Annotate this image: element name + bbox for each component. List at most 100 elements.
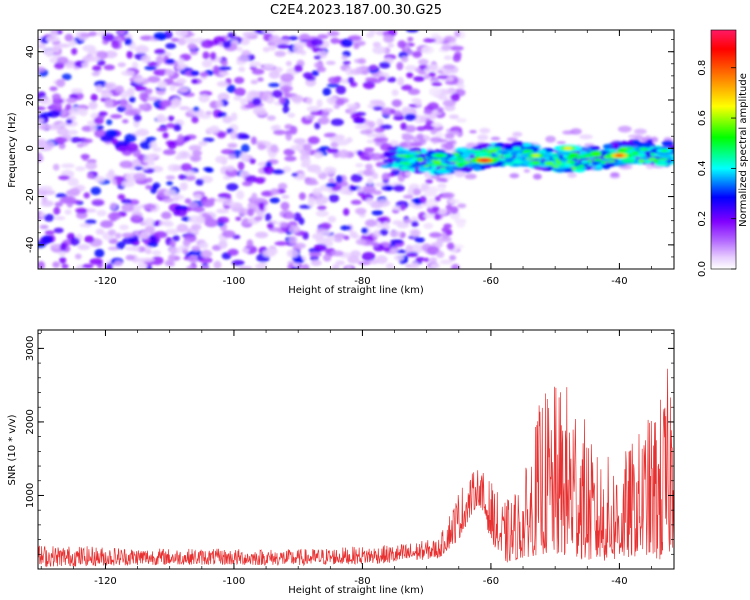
- spectrogram-cell: [522, 143, 532, 147]
- spectrogram-cell: [365, 163, 373, 170]
- spectrogram-cell: [601, 158, 613, 162]
- spectrogram-peak: [615, 153, 624, 158]
- spectrogram-cell: [330, 250, 344, 257]
- spectrogram-cell: [365, 219, 377, 227]
- spectrogram-cell: [261, 30, 276, 33]
- spectrogram-cell: [198, 140, 208, 146]
- spectrogram-cell: [490, 136, 501, 141]
- spectrogram-cell: [103, 64, 116, 71]
- spectrogram-cell: [392, 205, 401, 211]
- spectrogram-cell: [376, 199, 391, 207]
- spectrogram-cell: [291, 172, 298, 177]
- spectrogram-cell: [186, 175, 197, 181]
- spectrogram-cell: [301, 158, 312, 166]
- spectrogram-cell: [169, 240, 176, 247]
- spectrogram-cell: [425, 161, 434, 165]
- colorbar-tick-label: 0.6: [697, 110, 708, 126]
- spectrogram-cell: [311, 70, 320, 77]
- x-tick-label: -40: [611, 576, 627, 587]
- spectrogram-cell: [141, 155, 155, 164]
- spectrogram-cell: [39, 112, 54, 118]
- spectrogram-cell: [451, 263, 460, 269]
- spectrogram-cell: [442, 192, 455, 199]
- spectrogram-cell: [319, 146, 331, 151]
- spectrogram-cell: [452, 54, 461, 63]
- spectrogram-cell: [74, 253, 82, 260]
- spectrogram-cell: [446, 75, 454, 82]
- spectrogram-cell: [441, 44, 452, 51]
- spectrogram-cell: [556, 160, 562, 165]
- spectrogram-cell: [393, 116, 405, 121]
- spectrogram-cell: [449, 45, 464, 51]
- spectrogram-cell: [242, 181, 253, 187]
- spectrogram-cell: [270, 144, 279, 153]
- spectrogram-cell: [38, 118, 45, 123]
- spectrogram-cell: [523, 169, 531, 173]
- spectrogram-cell: [152, 147, 162, 152]
- spectrogram-cell: [578, 164, 585, 168]
- spectrogram-cell: [404, 65, 417, 71]
- x-tick-label: -40: [611, 276, 627, 287]
- spectrogram-cell: [213, 65, 220, 74]
- spectrogram-cell: [102, 33, 115, 42]
- spectrogram-cell: [209, 52, 217, 61]
- spectrogram-cell: [206, 126, 220, 134]
- spectrogram-cell: [397, 40, 407, 49]
- spectrogram-cell: [390, 239, 404, 244]
- spectrogram-cell: [215, 155, 228, 164]
- spectrogram-cell: [286, 249, 299, 258]
- spectrogram-cell: [350, 199, 362, 205]
- spectrogram-cell: [50, 30, 58, 37]
- spectrogram-cell: [47, 124, 61, 131]
- spectrogram-cell: [255, 263, 265, 269]
- spectrogram-cell: [88, 101, 98, 110]
- spectrogram-cell: [178, 58, 185, 66]
- spectrogram-cell: [346, 103, 359, 108]
- spectrogram-cell: [336, 139, 350, 146]
- spectrogram-cell: [162, 132, 169, 139]
- spectrogram-cell: [280, 73, 294, 82]
- spectrogram-cell: [335, 175, 343, 184]
- spectrogram-cell: [472, 165, 482, 171]
- spectrogram-cell: [230, 112, 238, 121]
- spectrogram-cell: [191, 245, 201, 252]
- spectrogram-cell: [278, 96, 286, 105]
- spectrogram-cell: [450, 159, 458, 162]
- spectrogram-cell: [347, 76, 355, 84]
- spectrogram-cell: [94, 175, 105, 183]
- spectrogram-cell: [172, 97, 181, 106]
- spectrogram-cell: [242, 217, 250, 225]
- spectrogram-cell: [42, 47, 55, 55]
- spectrogram-cell: [313, 151, 324, 159]
- spectrogram-cell: [272, 90, 283, 98]
- spectrogram-cell: [477, 134, 489, 141]
- colorbar: [710, 29, 737, 270]
- spectrogram-cell: [609, 146, 620, 150]
- spectrogram-cell: [285, 212, 295, 220]
- spectrogram-cell: [119, 160, 134, 169]
- spectrogram-cell: [184, 170, 196, 176]
- spectrogram-cell: [177, 37, 187, 46]
- spectrogram-cell: [124, 110, 139, 116]
- spectrogram-cell: [454, 169, 466, 178]
- spectrogram-cell: [96, 210, 107, 217]
- spectrogram-cell: [544, 161, 555, 166]
- spectrogram-cell: [523, 159, 531, 164]
- spectrogram-cell: [223, 204, 230, 210]
- spectrogram-cell: [122, 119, 129, 124]
- spectrogram-cell: [457, 84, 465, 89]
- spectrogram-cell: [193, 193, 203, 200]
- spectrogram-cell: [167, 115, 175, 122]
- spectrogram-cell: [443, 223, 452, 229]
- spectrogram-cell: [383, 34, 395, 43]
- spectrogram-cell: [626, 147, 634, 150]
- spectrogram-cell: [357, 261, 372, 266]
- spectrogram-cell: [251, 68, 265, 75]
- spectrogram-cell: [283, 87, 290, 96]
- spectrogram-cell: [190, 51, 198, 56]
- spectrogram-cell: [330, 118, 344, 126]
- spectrogram-cell: [222, 40, 232, 49]
- spectrogram-cell: [353, 43, 360, 50]
- spectrogram-cell: [239, 152, 249, 161]
- spectrogram-cell: [401, 141, 414, 148]
